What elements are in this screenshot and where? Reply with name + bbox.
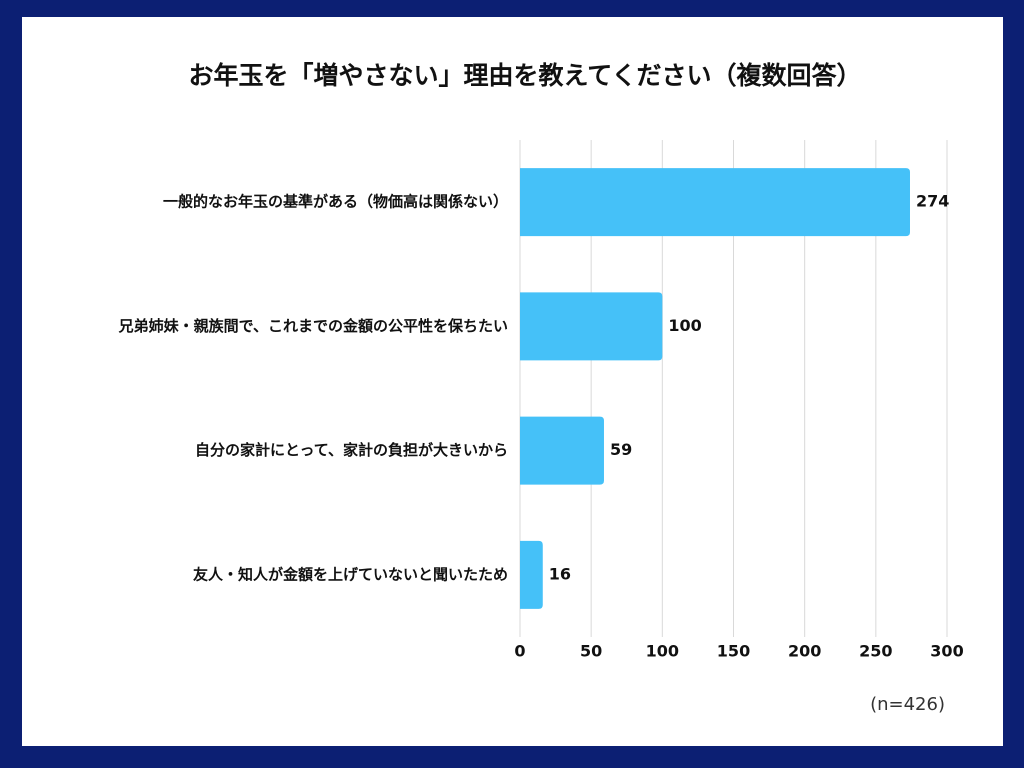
value-label: 59 [610,440,632,459]
chart-panel [22,17,1003,746]
y-tick-label: 兄弟姉妹・親族間で、これまでの金額の公平性を保ちたい [118,317,508,335]
bar [520,416,604,485]
y-tick-label: 一般的なお年玉の基準がある（物価高は関係ない） [163,193,508,211]
x-tick-label: 200 [788,642,821,661]
x-tick-label: 250 [859,642,892,661]
sample-size-note: (n=426) [870,694,945,715]
x-tick-label: 300 [930,642,963,661]
x-tick-label: 0 [514,642,525,661]
bar [520,540,543,609]
x-tick-label: 50 [580,642,602,661]
value-label: 100 [668,316,701,335]
chart-title: お年玉を「増やさない」理由を教えてください（複数回答） [188,61,861,90]
bar [520,292,663,361]
x-tick-label: 100 [646,642,679,661]
value-label: 274 [916,192,949,211]
value-label: 16 [549,564,571,583]
x-tick-label: 150 [717,642,750,661]
bar [520,168,910,237]
y-tick-label: 友人・知人が金額を上げていないと聞いたため [193,565,508,583]
y-tick-label: 自分の家計にとって、家計の負担が大きいから [195,441,508,459]
